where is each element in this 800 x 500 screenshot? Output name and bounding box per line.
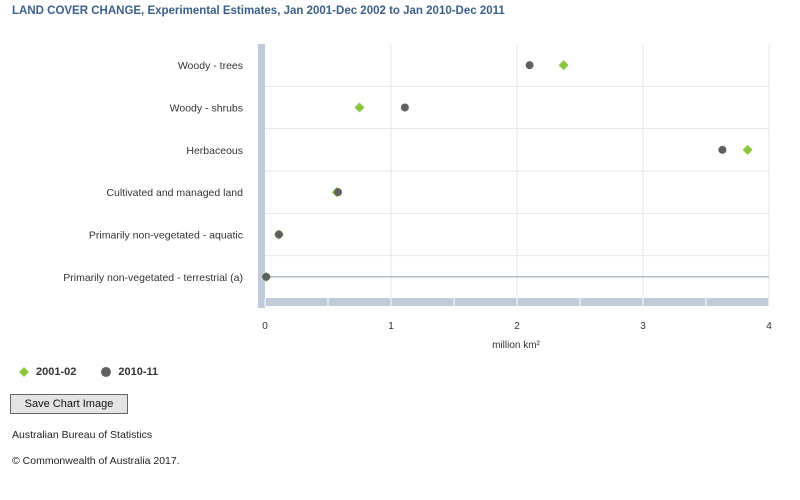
chart-title: LAND COVER CHANGE, Experimental Estimate… [12,5,505,17]
diamond-icon [19,367,29,377]
category-labels: Woody - trees Woody - shrubs Herbaceous Cul… [63,60,243,284]
x-axis-band [258,298,769,306]
source-text: Australian Bureau of Statistics [12,429,153,441]
point-2001-02[interactable] [742,144,753,155]
x-tick-labels: 0 1 2 3 4 [262,321,772,332]
x-tick-label: 0 [262,321,268,332]
axis-bands [258,44,770,308]
category-label: Herbaceous [186,145,243,157]
x-axis-label: million km² [492,340,540,351]
legend-label: 2010-11 [118,366,159,378]
chart-area: Woody - trees Woody - shrubs Herbaceous Cul… [63,44,772,351]
point-2001-02[interactable] [354,102,365,113]
point-2010-11[interactable] [334,188,343,197]
circle-icon [101,367,112,377]
x-tick-label: 2 [514,321,520,332]
copyright-text: © Commonwealth of Australia 2017. [12,455,180,467]
y-axis-band [258,44,265,308]
category-label: Primarily non-vegetated - aquatic [89,230,243,242]
x-tick-label: 3 [640,321,646,332]
point-2001-02[interactable] [558,60,569,71]
category-label: Woody - trees [178,60,243,72]
legend-label: 2001-02 [36,366,77,378]
category-label: Cultivated and managed land [106,187,243,199]
point-2010-11[interactable] [525,61,534,70]
category-label: Woody - shrubs [170,103,243,115]
point-2010-11[interactable] [262,272,271,281]
legend-item-2001-02[interactable]: 2001-02 [18,366,76,378]
legend: 2001-02 2010-11 [18,366,182,378]
point-2010-11[interactable] [274,230,283,239]
legend-item-2010-11[interactable]: 2010-11 [100,366,158,378]
point-2010-11[interactable] [718,145,727,154]
grid [258,44,770,298]
x-tick-label: 1 [388,321,394,332]
save-chart-image-button[interactable]: Save Chart Image [10,394,128,414]
x-tick-label: 4 [766,321,772,332]
data-points [261,60,753,282]
category-label: Primarily non-vegetated - terrestrial (a… [63,272,243,284]
point-2010-11[interactable] [400,103,409,112]
